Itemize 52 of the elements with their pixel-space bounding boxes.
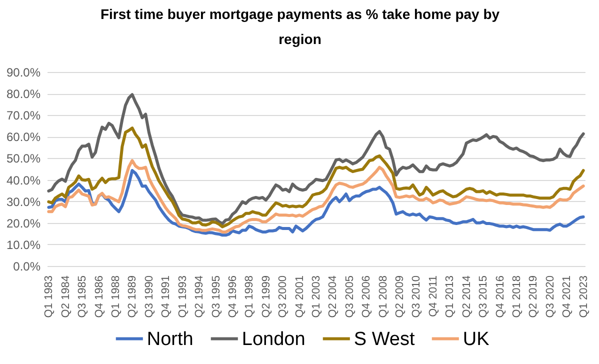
line-series bbox=[47, 126, 585, 228]
x-tick-label: Q3 1995 bbox=[210, 276, 222, 318]
line-series bbox=[47, 159, 585, 234]
x-tick-label: Q4 2006 bbox=[360, 276, 373, 318]
x-tick-label: Q3 2010 bbox=[410, 276, 423, 318]
x-tick-label: Q4 2011 bbox=[427, 276, 440, 317]
x-tick-label: Q1 1993 bbox=[176, 276, 189, 318]
x-tick-label: Q3 1985 bbox=[76, 276, 89, 318]
legend-label: London bbox=[242, 328, 306, 350]
x-tick-label: Q4 2016 bbox=[494, 276, 506, 318]
y-tick-label: 20.0% bbox=[6, 216, 41, 230]
x-tick-label: Q4 1996 bbox=[226, 276, 239, 318]
x-tick-label: Q2 1989 bbox=[126, 276, 139, 318]
x-tick-label: Q1 2018 bbox=[510, 276, 523, 318]
x-tick-label: Q2 2014 bbox=[460, 276, 473, 318]
x-tick-label: Q2 2019 bbox=[528, 276, 540, 318]
x-tick-label: Q1 2003 bbox=[310, 276, 322, 318]
x-tick-label: Q3 2015 bbox=[478, 276, 490, 318]
y-tick-label: 70.0% bbox=[6, 108, 41, 123]
y-tick-label: 10.0% bbox=[6, 238, 41, 252]
x-tick-label: Q2 1984 bbox=[60, 276, 72, 318]
x-tick-label: Q2 1999 bbox=[260, 276, 272, 318]
x-tick-label: Q2 1994 bbox=[194, 276, 206, 318]
y-tick-label: 90.0% bbox=[6, 66, 41, 80]
y-tick-label: 50.0% bbox=[6, 152, 41, 166]
y-tick-label: 60.0% bbox=[6, 130, 41, 144]
y-tick-label: 80.0% bbox=[6, 87, 41, 102]
x-tick-label: Q3 2005 bbox=[344, 276, 356, 318]
y-tick-label: 0.0% bbox=[13, 260, 41, 274]
x-tick-label: Q1 1998 bbox=[244, 276, 256, 318]
x-tick-label: Q2 2009 bbox=[394, 276, 406, 318]
x-tick-label: Q4 2001 bbox=[294, 276, 306, 318]
legend-label: S West bbox=[354, 328, 416, 350]
x-tick-label: Q1 2013 bbox=[444, 276, 456, 318]
x-tick-label: Q4 1986 bbox=[93, 276, 106, 318]
legend-label: North bbox=[146, 328, 194, 350]
chart-title: First time buyer mortgage payments as % take home pay by region bbox=[100, 6, 500, 47]
y-tick-label: 30.0% bbox=[6, 194, 41, 209]
x-tick-label: Q2 2004 bbox=[327, 276, 340, 318]
x-tick-label: Q1 2008 bbox=[377, 276, 390, 318]
y-tick-label: 40.0% bbox=[6, 173, 41, 188]
legend-label: UK bbox=[462, 328, 490, 350]
x-tick-label: Q1 1983 bbox=[43, 276, 56, 318]
x-tick-label: Q3 1990 bbox=[143, 276, 156, 318]
x-tick-label: Q1 1988 bbox=[110, 276, 122, 318]
x-tick-label: Q3 2020 bbox=[544, 276, 556, 318]
x-tick-label: Q3 2000 bbox=[277, 276, 290, 318]
x-tick-label: Q4 2021 bbox=[561, 276, 574, 318]
x-tick-label: Q1 2023 bbox=[578, 276, 590, 318]
line-series bbox=[47, 93, 585, 226]
line-series bbox=[47, 169, 585, 237]
x-tick-label: Q4 1991 bbox=[160, 276, 172, 318]
